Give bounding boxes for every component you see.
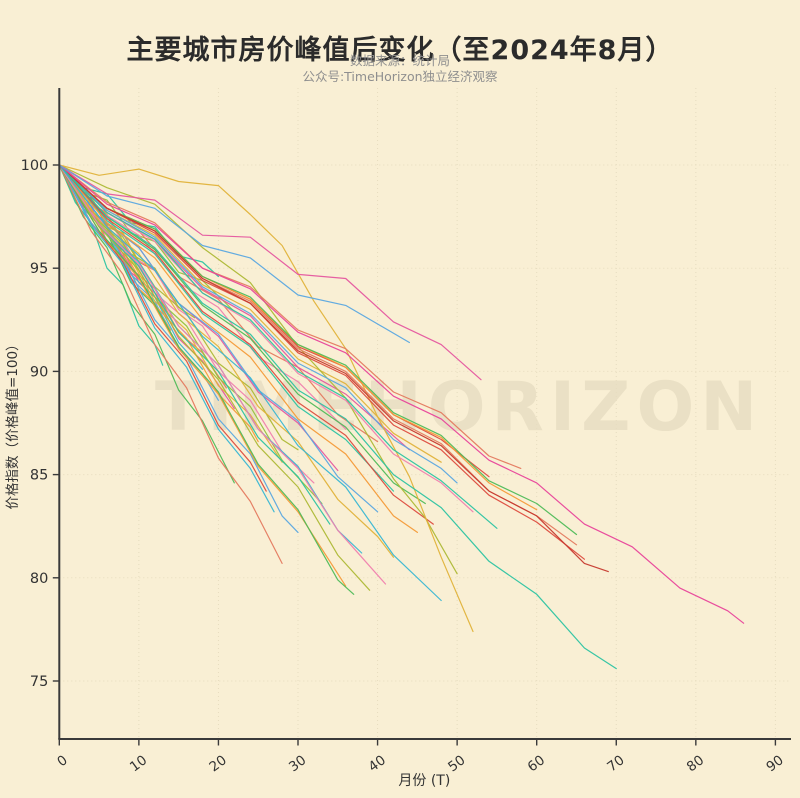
- svg-text:85: 85: [30, 468, 48, 484]
- svg-text:70: 70: [604, 752, 627, 775]
- svg-text:60: 60: [525, 752, 548, 775]
- credit-subtitle: 公众号:TimeHorizon独立经济观察: [302, 69, 498, 84]
- page-title: 主要城市房价峰值后变化（至2024年8月）: [126, 35, 674, 67]
- svg-text:95: 95: [30, 261, 48, 277]
- svg-text:40: 40: [366, 752, 389, 775]
- svg-text:20: 20: [206, 752, 229, 775]
- data-source-subtitle: 数据来源：统计局: [349, 53, 450, 68]
- svg-text:30: 30: [286, 752, 309, 775]
- svg-text:价格指数（价格峰值=100）: 价格指数（价格峰值=100）: [5, 337, 21, 509]
- svg-text:0: 0: [54, 752, 70, 770]
- svg-text:80: 80: [30, 571, 48, 587]
- svg-text:10: 10: [127, 752, 150, 775]
- svg-text:50: 50: [445, 752, 468, 775]
- svg-text:90: 90: [30, 364, 48, 380]
- svg-text:75: 75: [30, 674, 48, 690]
- svg-text:80: 80: [684, 752, 707, 775]
- svg-text:月份 (T): 月份 (T): [398, 773, 450, 789]
- svg-text:90: 90: [763, 752, 786, 775]
- svg-text:100: 100: [21, 158, 49, 174]
